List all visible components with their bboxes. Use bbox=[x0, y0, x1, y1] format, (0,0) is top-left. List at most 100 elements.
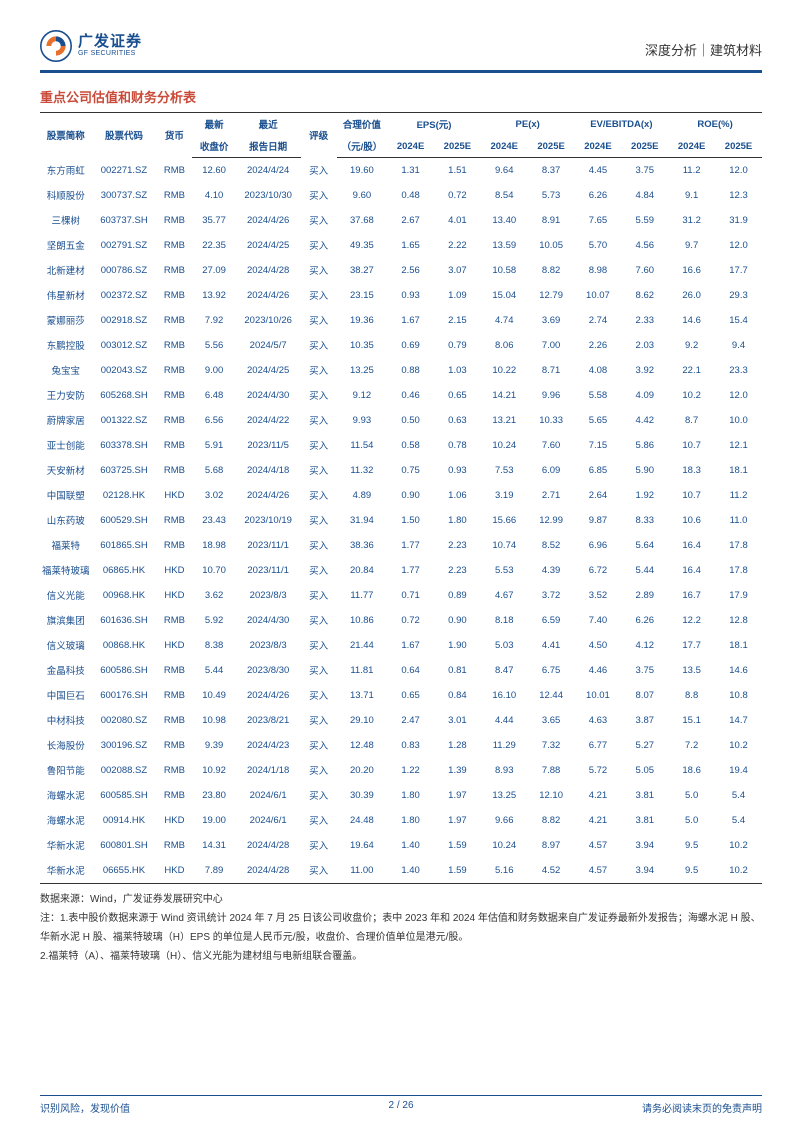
table-cell: 300737.SZ bbox=[92, 183, 157, 208]
table-cell: 2024/4/26 bbox=[236, 283, 301, 308]
table-cell: 5.68 bbox=[192, 458, 235, 483]
table-cell: 12.2 bbox=[668, 608, 715, 633]
table-cell: 买入 bbox=[301, 433, 337, 458]
table-cell: 4.45 bbox=[575, 158, 622, 183]
table-row: 兔宝宝002043.SZRMB9.002024/4/25买入13.250.881… bbox=[40, 358, 762, 383]
th-fair-bot: （元/股） bbox=[337, 135, 388, 158]
logo-en-text: GF SECURITIES bbox=[78, 50, 142, 58]
header-category: 深度分析｜建筑材料 bbox=[645, 30, 762, 59]
table-cell: 1.59 bbox=[434, 833, 481, 858]
table-cell: 2.71 bbox=[528, 483, 575, 508]
table-cell: 2024/4/23 bbox=[236, 733, 301, 758]
table-cell: 603378.SH bbox=[92, 433, 157, 458]
table-cell: 603725.SH bbox=[92, 458, 157, 483]
table-cell: 买入 bbox=[301, 458, 337, 483]
table-cell: 2024/6/1 bbox=[236, 783, 301, 808]
table-cell: 21.44 bbox=[337, 633, 388, 658]
table-cell: 11.77 bbox=[337, 583, 388, 608]
table-cell: 10.86 bbox=[337, 608, 388, 633]
table-cell: 长海股份 bbox=[40, 733, 92, 758]
table-cell: 12.60 bbox=[192, 158, 235, 183]
table-cell: 0.46 bbox=[387, 383, 434, 408]
table-cell: 2023/11/1 bbox=[236, 558, 301, 583]
table-cell: 4.56 bbox=[621, 233, 668, 258]
table-cell: 王力安防 bbox=[40, 383, 92, 408]
table-row: 王力安防605268.SHRMB6.482024/4/30买入9.120.460… bbox=[40, 383, 762, 408]
table-cell: 1.40 bbox=[387, 858, 434, 884]
notes-source: 数据来源：Wind，广发证券发展研究中心 bbox=[40, 890, 762, 909]
table-cell: 10.70 bbox=[192, 558, 235, 583]
table-cell: 0.50 bbox=[387, 408, 434, 433]
table-cell: 10.92 bbox=[192, 758, 235, 783]
table-cell: 2024/4/30 bbox=[236, 383, 301, 408]
table-cell: 8.37 bbox=[528, 158, 575, 183]
table-cell: 10.0 bbox=[715, 408, 762, 433]
table-cell: RMB bbox=[156, 158, 192, 183]
table-row: 蔚牌家居001322.SZRMB6.562024/4/22买入9.930.500… bbox=[40, 408, 762, 433]
table-cell: 2.33 bbox=[621, 308, 668, 333]
table-cell: 19.00 bbox=[192, 808, 235, 833]
table-cell: 23.3 bbox=[715, 358, 762, 383]
table-cell: 买入 bbox=[301, 483, 337, 508]
table-cell: 三棵树 bbox=[40, 208, 92, 233]
table-cell: 600176.SH bbox=[92, 683, 157, 708]
table-cell: 8.93 bbox=[481, 758, 528, 783]
table-cell: 13.25 bbox=[337, 358, 388, 383]
table-row: 亚士创能603378.SHRMB5.912023/11/5买入11.540.58… bbox=[40, 433, 762, 458]
table-cell: 买入 bbox=[301, 408, 337, 433]
table-cell: 0.69 bbox=[387, 333, 434, 358]
table-cell: 1.80 bbox=[434, 508, 481, 533]
table-cell: 4.01 bbox=[434, 208, 481, 233]
table-cell: 06655.HK bbox=[92, 858, 157, 884]
table-cell: 5.44 bbox=[192, 658, 235, 683]
table-cell: 12.44 bbox=[528, 683, 575, 708]
table-cell: 35.77 bbox=[192, 208, 235, 233]
table-row: 东鹏控股003012.SZRMB5.562024/5/7买入10.350.690… bbox=[40, 333, 762, 358]
table-row: 长海股份300196.SZRMB9.392024/4/23买入12.480.83… bbox=[40, 733, 762, 758]
table-cell: 603737.SH bbox=[92, 208, 157, 233]
table-cell: 买入 bbox=[301, 158, 337, 183]
table-cell: 0.75 bbox=[387, 458, 434, 483]
table-cell: 4.42 bbox=[621, 408, 668, 433]
table-cell: HKD bbox=[156, 633, 192, 658]
table-cell: 1.40 bbox=[387, 833, 434, 858]
table-cell: HKD bbox=[156, 858, 192, 884]
table-cell: 0.78 bbox=[434, 433, 481, 458]
th-eps: EPS(元) bbox=[387, 113, 481, 136]
table-cell: 1.80 bbox=[387, 808, 434, 833]
table-cell: 601865.SH bbox=[92, 533, 157, 558]
notes-block: 数据来源：Wind，广发证券发展研究中心 注：1.表中股价数据来源于 Wind … bbox=[40, 890, 762, 966]
table-cell: 6.48 bbox=[192, 383, 235, 408]
notes-line1: 注：1.表中股价数据来源于 Wind 资讯统计 2024 年 7 月 25 日该… bbox=[40, 909, 762, 947]
table-cell: 山东药玻 bbox=[40, 508, 92, 533]
table-cell: 6.26 bbox=[575, 183, 622, 208]
table-cell: 605268.SH bbox=[92, 383, 157, 408]
table-cell: 2023/8/3 bbox=[236, 583, 301, 608]
table-cell: 买入 bbox=[301, 308, 337, 333]
table-cell: 1.06 bbox=[434, 483, 481, 508]
table-cell: 2024/4/24 bbox=[236, 158, 301, 183]
table-cell: 2024/4/18 bbox=[236, 458, 301, 483]
table-cell: 0.48 bbox=[387, 183, 434, 208]
th-name: 股票简称 bbox=[40, 113, 92, 158]
table-cell: 2.15 bbox=[434, 308, 481, 333]
table-cell: 003012.SZ bbox=[92, 333, 157, 358]
table-cell: 10.6 bbox=[668, 508, 715, 533]
table-cell: 8.82 bbox=[528, 808, 575, 833]
table-cell: 2024/4/30 bbox=[236, 608, 301, 633]
table-cell: RMB bbox=[156, 283, 192, 308]
table-cell: 02128.HK bbox=[92, 483, 157, 508]
table-row: 海螺水泥00914.HKHKD19.002024/6/1买入24.481.801… bbox=[40, 808, 762, 833]
table-cell: 买入 bbox=[301, 708, 337, 733]
table-cell: 300196.SZ bbox=[92, 733, 157, 758]
table-cell: 4.12 bbox=[621, 633, 668, 658]
table-cell: 13.25 bbox=[481, 783, 528, 808]
table-cell: 9.87 bbox=[575, 508, 622, 533]
table-cell: 北新建材 bbox=[40, 258, 92, 283]
table-cell: 1.28 bbox=[434, 733, 481, 758]
table-cell: 11.54 bbox=[337, 433, 388, 458]
notes-line2: 2.福莱特（A）、福莱特玻璃（H）、信义光能为建材组与电新组联合覆盖。 bbox=[40, 947, 762, 966]
table-cell: 10.58 bbox=[481, 258, 528, 283]
table-cell: 4.63 bbox=[575, 708, 622, 733]
table-cell: 2.89 bbox=[621, 583, 668, 608]
